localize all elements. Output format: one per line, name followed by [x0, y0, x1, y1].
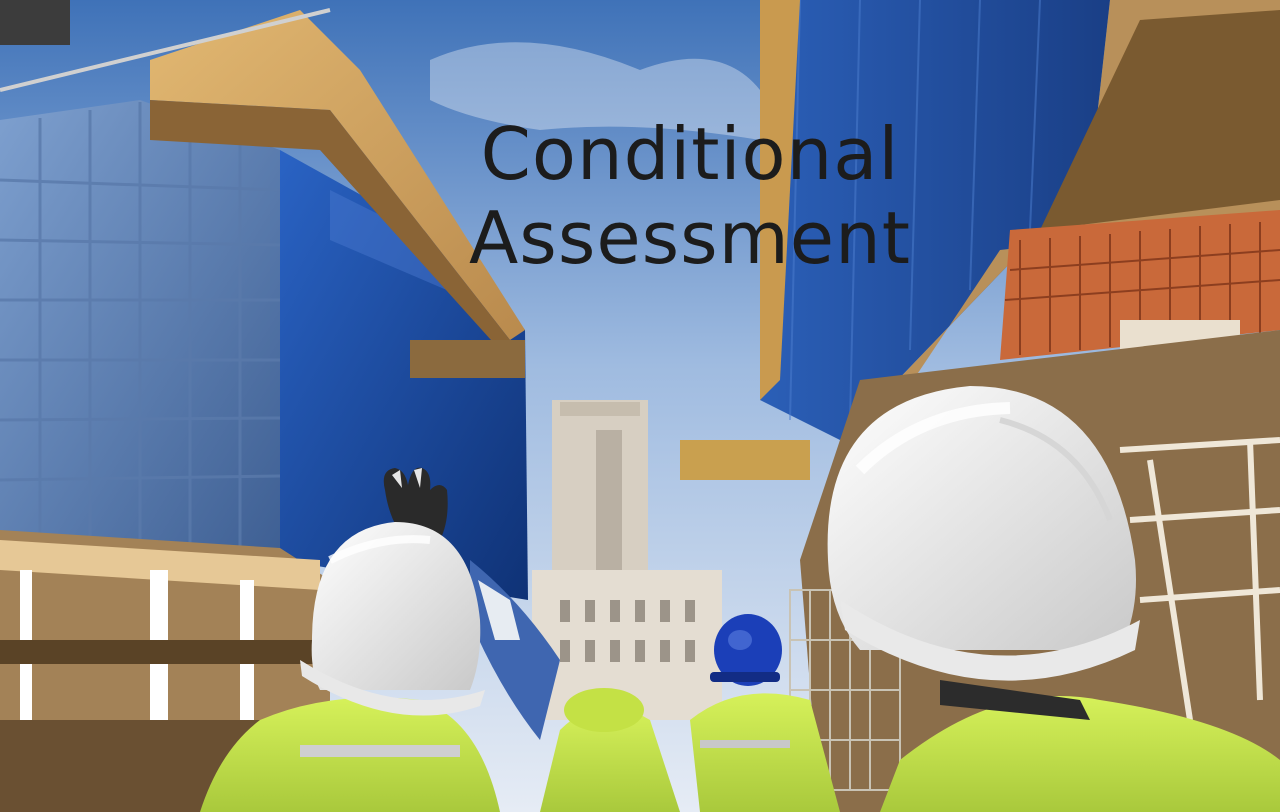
distant-tower [532, 400, 722, 720]
title-line-2: Assessment [469, 196, 911, 280]
page-title: Conditional Assessment [430, 112, 950, 280]
worker-left-waving [200, 467, 560, 812]
worker-back-center [540, 688, 680, 812]
title-line-1: Conditional [480, 112, 900, 196]
worker-blue-helmet [690, 614, 840, 812]
left-building [0, 0, 528, 812]
worker-right-front [827, 386, 1280, 812]
